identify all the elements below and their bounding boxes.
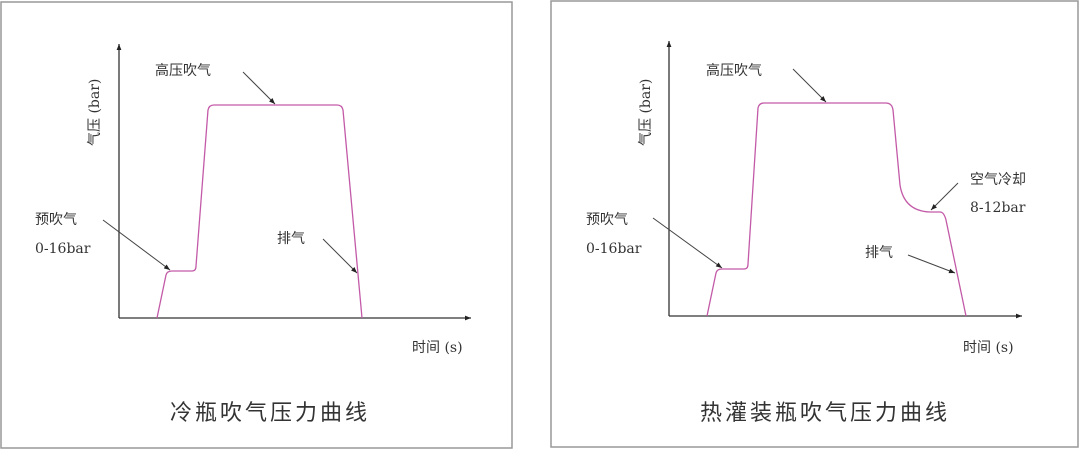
annotation-high-pressure: 高压吹气 (155, 62, 211, 79)
panel-frame (0, 1, 513, 449)
panel-hot-fill-bottle: 气压 (bar) 时间 (s) 高压吹气 空气冷却 8-12bar 预吹气 0-… (550, 0, 1079, 448)
annotation-air-cooling-range: 8-12bar (970, 200, 1026, 216)
x-axis-label: 时间 (s) (412, 340, 463, 356)
pressure-curve (156, 104, 363, 319)
pointer-pre-blow (102, 219, 171, 271)
pointer-exhaust (322, 238, 358, 274)
panel-frame (550, 0, 1079, 448)
annotation-pre-blow: 预吹气 (35, 212, 77, 228)
pointer-air-cooling (930, 182, 959, 211)
pointer-exhaust (907, 254, 956, 274)
panel-title: 热灌装瓶吹气压力曲线 (700, 401, 950, 426)
annotation-pre-blow-range: 0-16bar (586, 241, 642, 257)
panel-cold-bottle: 气压 (bar) 时间 (s) 高压吹气 预吹气 0-16bar 排气 冷瓶吹气… (0, 1, 513, 449)
pointer-high-pressure (792, 68, 827, 103)
panel-title: 冷瓶吹气压力曲线 (170, 401, 370, 426)
y-axis-label: 气压 (bar) (87, 79, 103, 146)
pointer-pre-blow (652, 217, 723, 269)
pointer-high-pressure (242, 71, 276, 105)
x-axis-label: 时间 (s) (963, 340, 1014, 356)
annotation-pre-blow: 预吹气 (586, 212, 628, 228)
pressure-curve (706, 102, 967, 317)
y-axis-label: 气压 (bar) (638, 79, 654, 146)
annotation-exhaust: 排气 (865, 245, 893, 261)
annotation-pre-blow-range: 0-16bar (35, 241, 91, 257)
annotation-exhaust: 排气 (277, 231, 305, 247)
annotation-air-cooling: 空气冷却 (970, 172, 1026, 188)
annotation-high-pressure: 高压吹气 (706, 62, 762, 79)
